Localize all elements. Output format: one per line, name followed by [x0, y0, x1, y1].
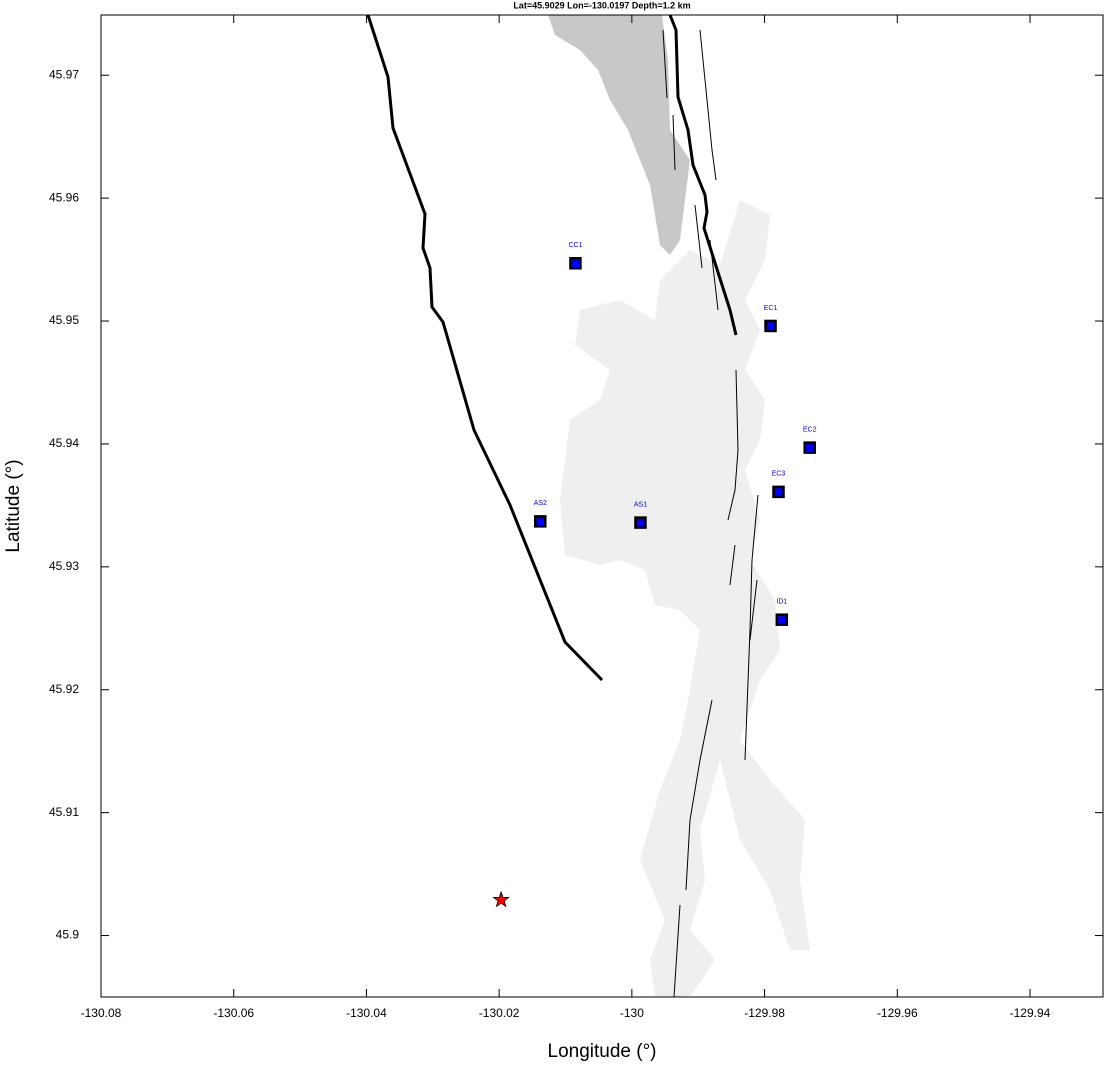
station-label: EC3 [772, 471, 786, 478]
x-tick-label: -130.06 [213, 1006, 254, 1020]
x-tick-label: -130 [620, 1006, 644, 1020]
x-axis-label: Longitude (°) [548, 1041, 657, 1062]
chart-title: Lat=45.9029 Lon=-130.0197 Depth=1.2 km [513, 0, 690, 10]
y-tick-label: 45.9 [56, 928, 80, 942]
y-tick-label: 45.94 [49, 436, 79, 450]
station-label: ID1 [776, 599, 787, 606]
station-marker [534, 515, 547, 528]
station-marker [634, 516, 647, 529]
terrain [366, 15, 810, 997]
station-label: AS2 [534, 500, 547, 507]
fault-line [366, 15, 604, 682]
event-star [492, 890, 510, 908]
y-tick-label: 45.97 [49, 67, 79, 81]
station-square [772, 485, 785, 499]
x-tick-label: -130.08 [81, 1006, 122, 1020]
y-axis-label: Latitude (°) [3, 459, 24, 552]
x-tick-label: -130.04 [346, 1006, 387, 1020]
y-tick-label: 45.96 [49, 190, 79, 204]
fissure [662, 29, 759, 997]
plot-frame [100, 14, 1104, 998]
station-square [803, 441, 816, 454]
station-label: EC1 [764, 305, 778, 312]
station-marker [803, 441, 816, 454]
dark-lava-flow [548, 15, 690, 255]
station-marker [764, 319, 777, 333]
station-label: EC2 [803, 426, 817, 433]
y-tick-label: 45.93 [49, 559, 79, 573]
station-label: CC1 [568, 242, 582, 249]
light-lava-flow [560, 200, 810, 997]
station-square [634, 516, 647, 529]
y-tick-label: 45.92 [49, 682, 79, 696]
station-square [764, 319, 777, 333]
station-square [569, 257, 582, 270]
station-marker [772, 485, 785, 499]
x-tick-label: -129.98 [744, 1006, 785, 1020]
station-square [534, 515, 547, 528]
x-tick-label: -129.94 [1010, 1006, 1051, 1020]
station-square [775, 613, 789, 626]
fault-line [668, 15, 738, 336]
station-label: AS1 [634, 501, 647, 508]
y-tick-label: 45.91 [49, 805, 79, 819]
y-tick-label: 45.95 [49, 313, 79, 327]
x-tick-label: -129.96 [877, 1006, 918, 1020]
station-marker [775, 613, 789, 626]
station-marker [569, 257, 582, 270]
x-tick-label: -130.02 [479, 1006, 520, 1020]
